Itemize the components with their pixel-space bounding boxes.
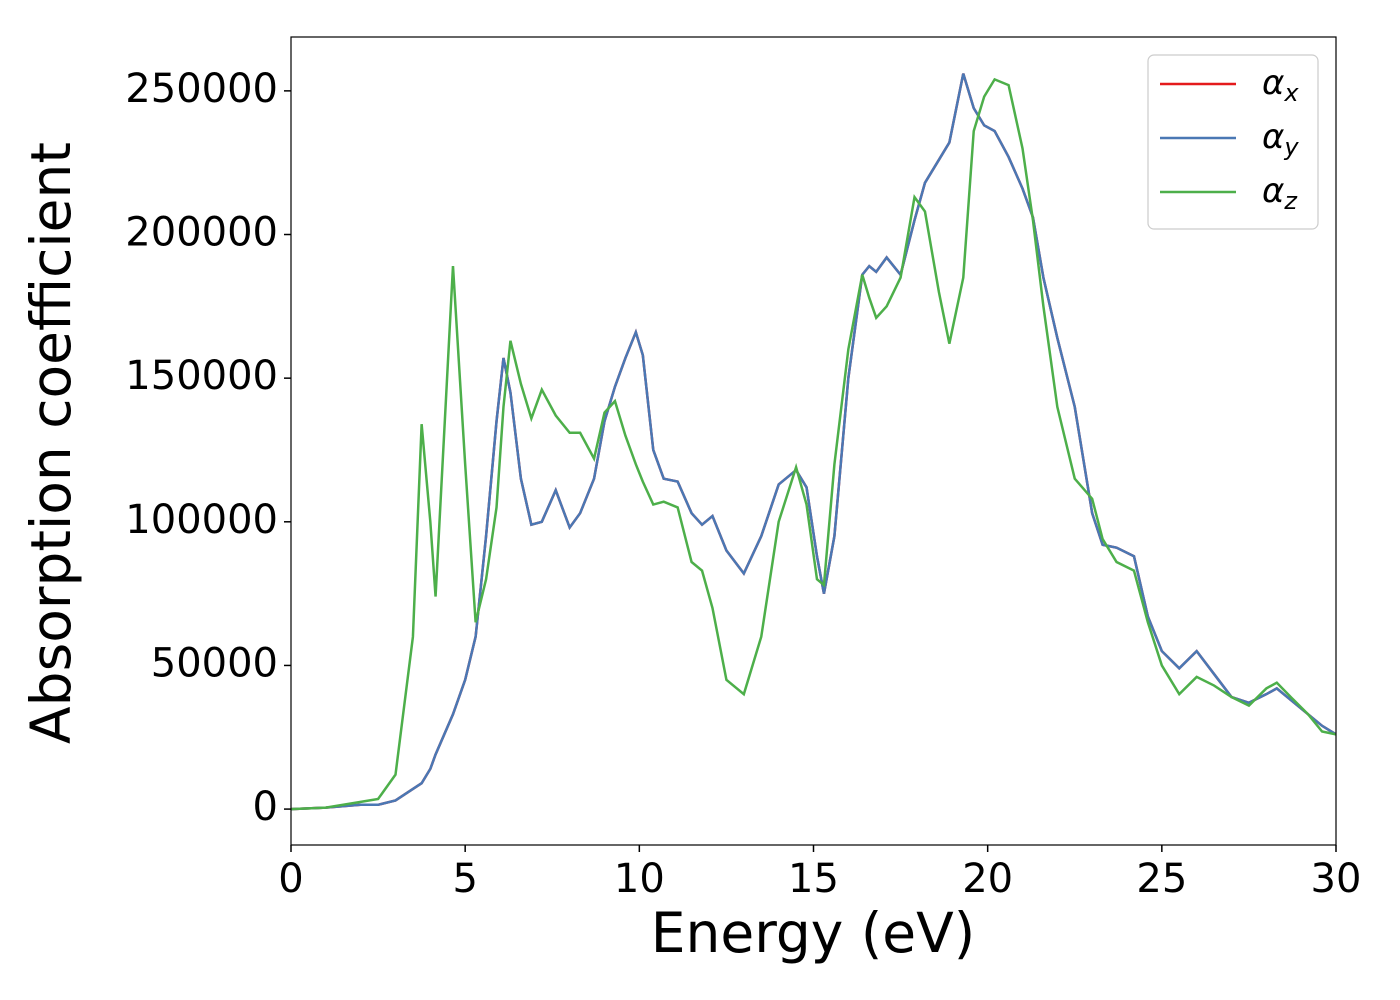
y-tick-label: 200000	[125, 210, 278, 256]
series-line	[291, 77, 1336, 811]
x-tick-label: 0	[278, 856, 303, 902]
x-axis-label: Energy (eV)	[651, 901, 975, 965]
y-tick-label: 250000	[125, 66, 278, 112]
plot-frame	[290, 36, 1337, 846]
x-tick-label: 15	[788, 856, 839, 902]
x-tick-label: 10	[614, 856, 665, 902]
y-axis-label: Absorption coefficient	[19, 142, 83, 744]
y-tick-label: 150000	[125, 353, 278, 399]
y-tick-label: 100000	[125, 497, 278, 543]
y-tick-label: 0	[253, 784, 278, 830]
x-tick-label: 20	[962, 856, 1013, 902]
legend-label: αz	[1262, 171, 1298, 216]
x-tick-label: 30	[1311, 856, 1362, 902]
legend-box	[1147, 54, 1319, 230]
legend-label: αy	[1262, 117, 1299, 162]
x-tick-label: 5	[452, 856, 477, 902]
series-line	[291, 73, 1336, 811]
legend-label: αx	[1262, 63, 1299, 108]
y-tick-label: 50000	[151, 640, 278, 686]
x-tick-label: 25	[1136, 856, 1187, 902]
